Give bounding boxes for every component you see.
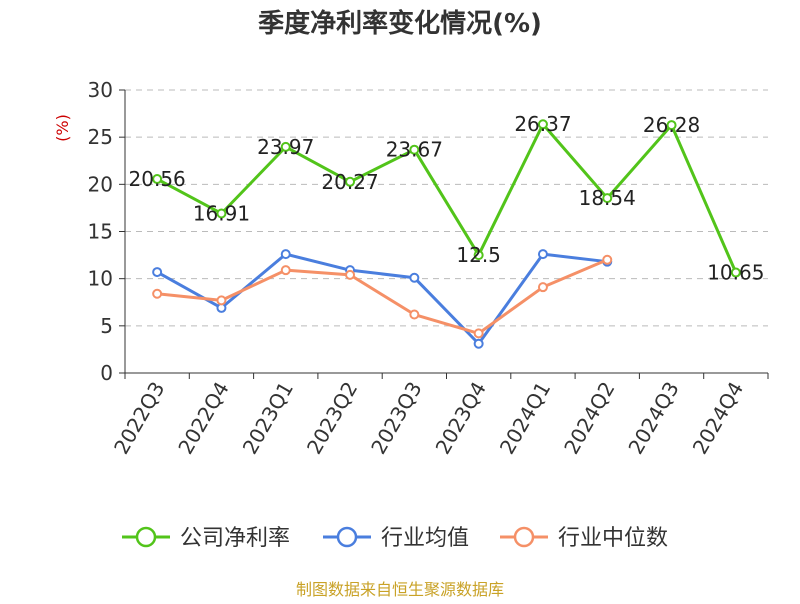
data-point: [152, 288, 163, 299]
source-note: 制图数据来自恒生聚源数据库: [296, 580, 504, 599]
y-tick-label: 5: [100, 314, 113, 338]
x-tick-label: 2024Q2: [559, 378, 619, 459]
data-point: [280, 249, 291, 260]
data-point: [602, 193, 613, 204]
data-point: [345, 176, 356, 187]
legend-item-1: 公司净利率: [122, 526, 290, 551]
data-point: [216, 208, 227, 219]
series-line: [156, 252, 608, 346]
data-labels: 20.56 16.91 23.97 20.27 23.67 12.5 26.37 18.54 2…: [129, 112, 765, 284]
data-label: 23.97: [257, 135, 314, 159]
series-3: [152, 254, 613, 339]
data-point: [280, 141, 291, 152]
x-tick-label: 2023Q2: [302, 378, 362, 459]
data-label: 26.28: [643, 113, 700, 137]
data-point: [537, 119, 548, 130]
legend-item-3: 行业中位数: [500, 526, 668, 551]
data-point: [216, 295, 227, 306]
series-line: [156, 258, 608, 335]
y-tick-label: 10: [88, 267, 113, 291]
data-point: [473, 338, 484, 349]
data-point: [345, 269, 356, 280]
y-tick-label: 15: [88, 220, 113, 244]
data-point: [152, 267, 163, 278]
data-point: [730, 267, 741, 278]
x-tick-label: 2023Q3: [366, 378, 426, 459]
y-tick-label: 30: [88, 78, 113, 102]
legend-label: 公司净利率: [180, 526, 290, 551]
legend-marker: [513, 526, 535, 548]
y-tick-label: 20: [88, 172, 113, 196]
data-point: [602, 254, 613, 265]
x-tick-label: 2024Q4: [688, 378, 748, 459]
y-axis-label: (%): [53, 114, 72, 142]
data-label: 20.56: [129, 167, 186, 191]
y-tick-label: 0: [100, 361, 113, 385]
data-label: 10.65: [707, 261, 764, 285]
data-label: 23.67: [386, 138, 443, 162]
data-point: [280, 265, 291, 276]
legend-item-2: 行业均值: [323, 526, 469, 551]
data-point: [473, 250, 484, 261]
data-label: 20.27: [321, 170, 378, 194]
x-tick-label: 2024Q1: [495, 378, 555, 459]
data-point: [473, 328, 484, 339]
legend-label: 行业均值: [381, 526, 469, 551]
data-point: [152, 174, 163, 185]
data-label: 16.91: [193, 201, 250, 225]
data-label: 12.5: [456, 243, 501, 267]
data-point: [666, 120, 677, 131]
series-layer: [152, 119, 741, 349]
data-label: 26.37: [514, 112, 571, 136]
x-tick-label: 2022Q4: [173, 378, 233, 459]
data-point: [537, 282, 548, 293]
series-line: [156, 122, 738, 274]
legend-label: 行业中位数: [558, 526, 668, 551]
data-point: [409, 272, 420, 283]
x-tick-label: 2023Q4: [431, 378, 491, 459]
data-label: 18.54: [579, 186, 636, 210]
grid-lines: [125, 89, 768, 327]
data-point: [537, 249, 548, 260]
legend: 公司净利率 行业均值 行业中位数: [122, 526, 668, 551]
x-tick-label: 2022Q3: [109, 378, 169, 459]
legend-marker: [336, 526, 358, 548]
data-point: [409, 144, 420, 155]
legend-marker: [135, 526, 157, 548]
x-tick-label: 2024Q3: [623, 378, 683, 459]
x-tick-label: 2023Q1: [238, 378, 298, 459]
data-point: [409, 309, 420, 320]
chart-title: 季度净利率变化情况(%): [258, 8, 542, 39]
series-1: [152, 119, 741, 278]
y-tick-label: 25: [88, 125, 113, 149]
